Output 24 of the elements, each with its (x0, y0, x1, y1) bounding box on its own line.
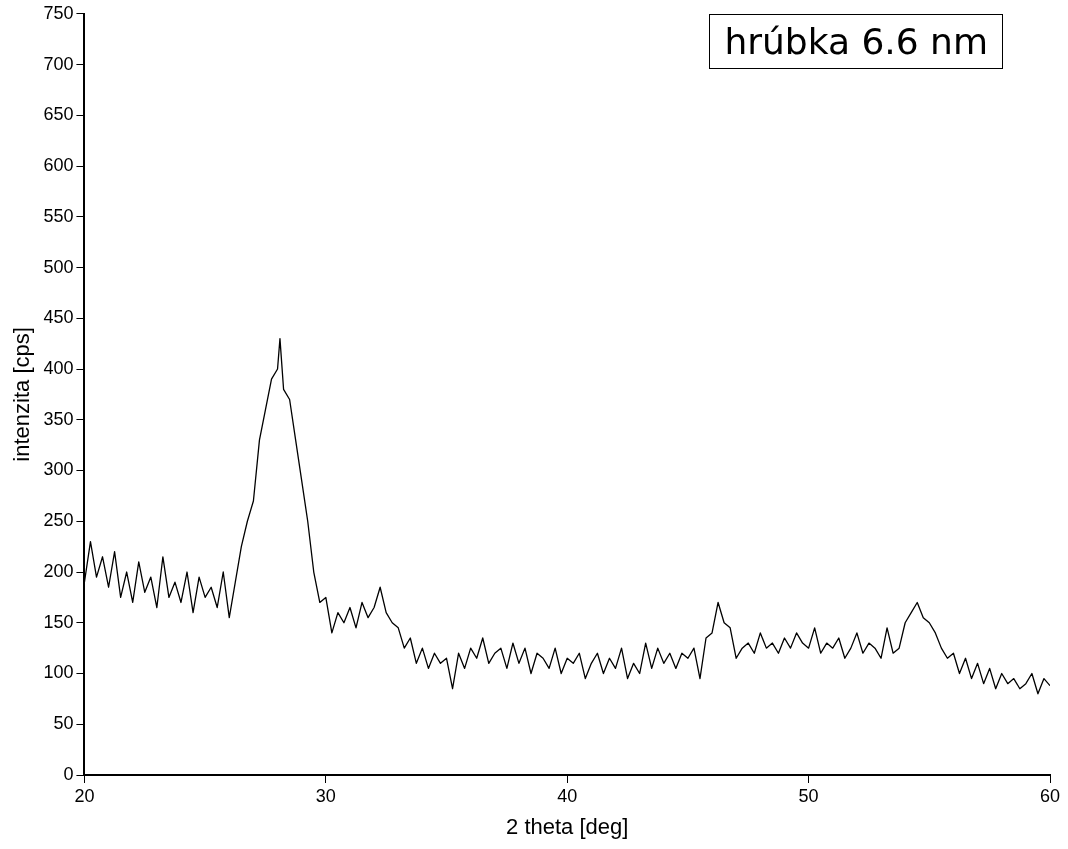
y-axis-title: intenzita [cps] (9, 327, 35, 462)
annotation: hrúbka 6.6 nm (709, 14, 1003, 69)
y-tick-label: 550 (43, 205, 74, 226)
x-tick-label: 50 (798, 785, 819, 806)
y-tick-label: 350 (43, 408, 74, 429)
y-tick-label: 0 (63, 763, 74, 784)
y-tick-label: 50 (53, 713, 74, 734)
x-tick-label: 30 (315, 785, 336, 806)
y-tick-label: 650 (43, 104, 74, 125)
y-tick-label: 450 (43, 307, 74, 328)
y-tick-label: 100 (43, 662, 74, 683)
y-tick-label: 750 (43, 2, 74, 23)
y-tick-label: 600 (43, 155, 74, 176)
y-tick-label: 700 (43, 53, 74, 74)
y-tick-label: 200 (43, 560, 74, 581)
y-tick-label: 300 (43, 459, 74, 480)
x-tick-label: 20 (74, 785, 95, 806)
y-tick-label: 150 (43, 611, 74, 632)
x-tick-label: 40 (557, 785, 578, 806)
y-tick-label: 400 (43, 358, 74, 378)
y-tick-label: 250 (43, 510, 74, 531)
y-tick-label: 500 (43, 256, 74, 277)
x-axis-title: 2 theta [deg] (506, 813, 629, 839)
x-tick-label: 60 (1039, 785, 1061, 806)
